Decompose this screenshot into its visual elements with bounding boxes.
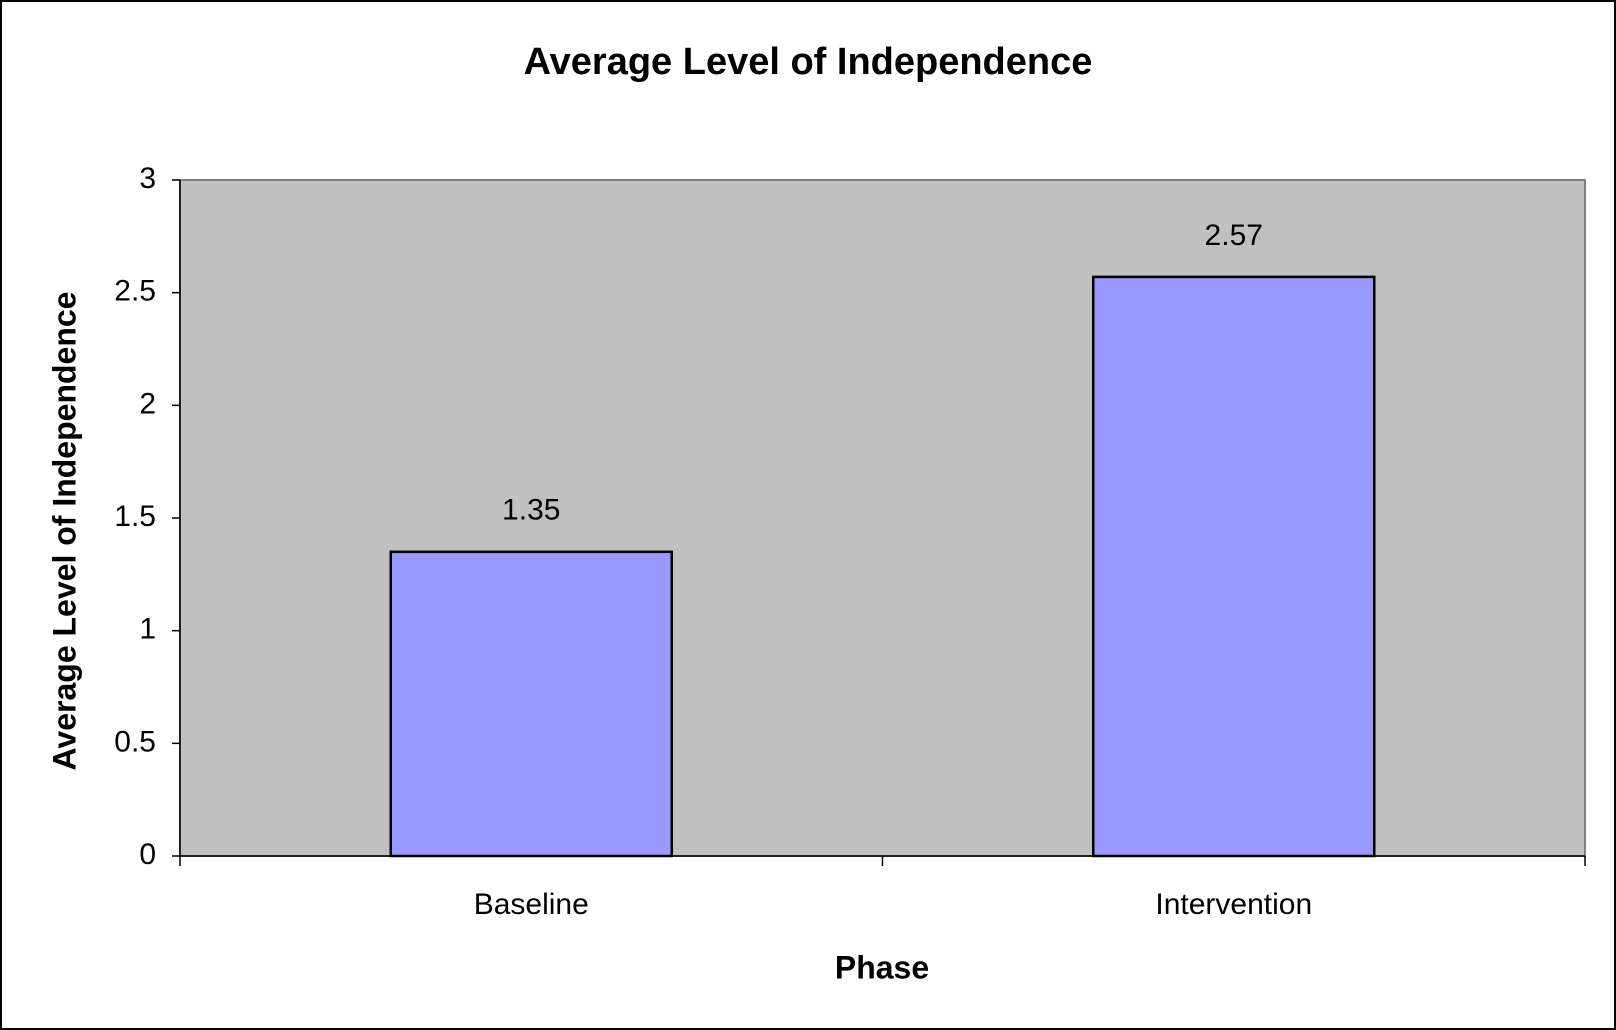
y-tick-label: 1.5 <box>114 500 156 533</box>
y-axis-label: Average Level of Independence <box>46 292 82 771</box>
y-tick-label: 3 <box>139 162 156 195</box>
data-label: 2.57 <box>1205 219 1263 252</box>
y-tick-label: 1 <box>139 613 156 646</box>
y-tick-label: 0 <box>139 838 156 871</box>
x-tick-label: Intervention <box>1155 888 1312 921</box>
y-tick-label: 2 <box>139 387 156 420</box>
y-tick-label: 2.5 <box>114 275 156 308</box>
y-tick-label: 0.5 <box>114 725 156 758</box>
data-label: 1.35 <box>502 494 560 527</box>
chart-title: Average Level of Independence <box>524 41 1093 83</box>
x-axis-label: Phase <box>835 949 929 985</box>
bar <box>1092 275 1376 858</box>
x-tick-label: Baseline <box>474 888 589 921</box>
bar <box>389 550 673 858</box>
